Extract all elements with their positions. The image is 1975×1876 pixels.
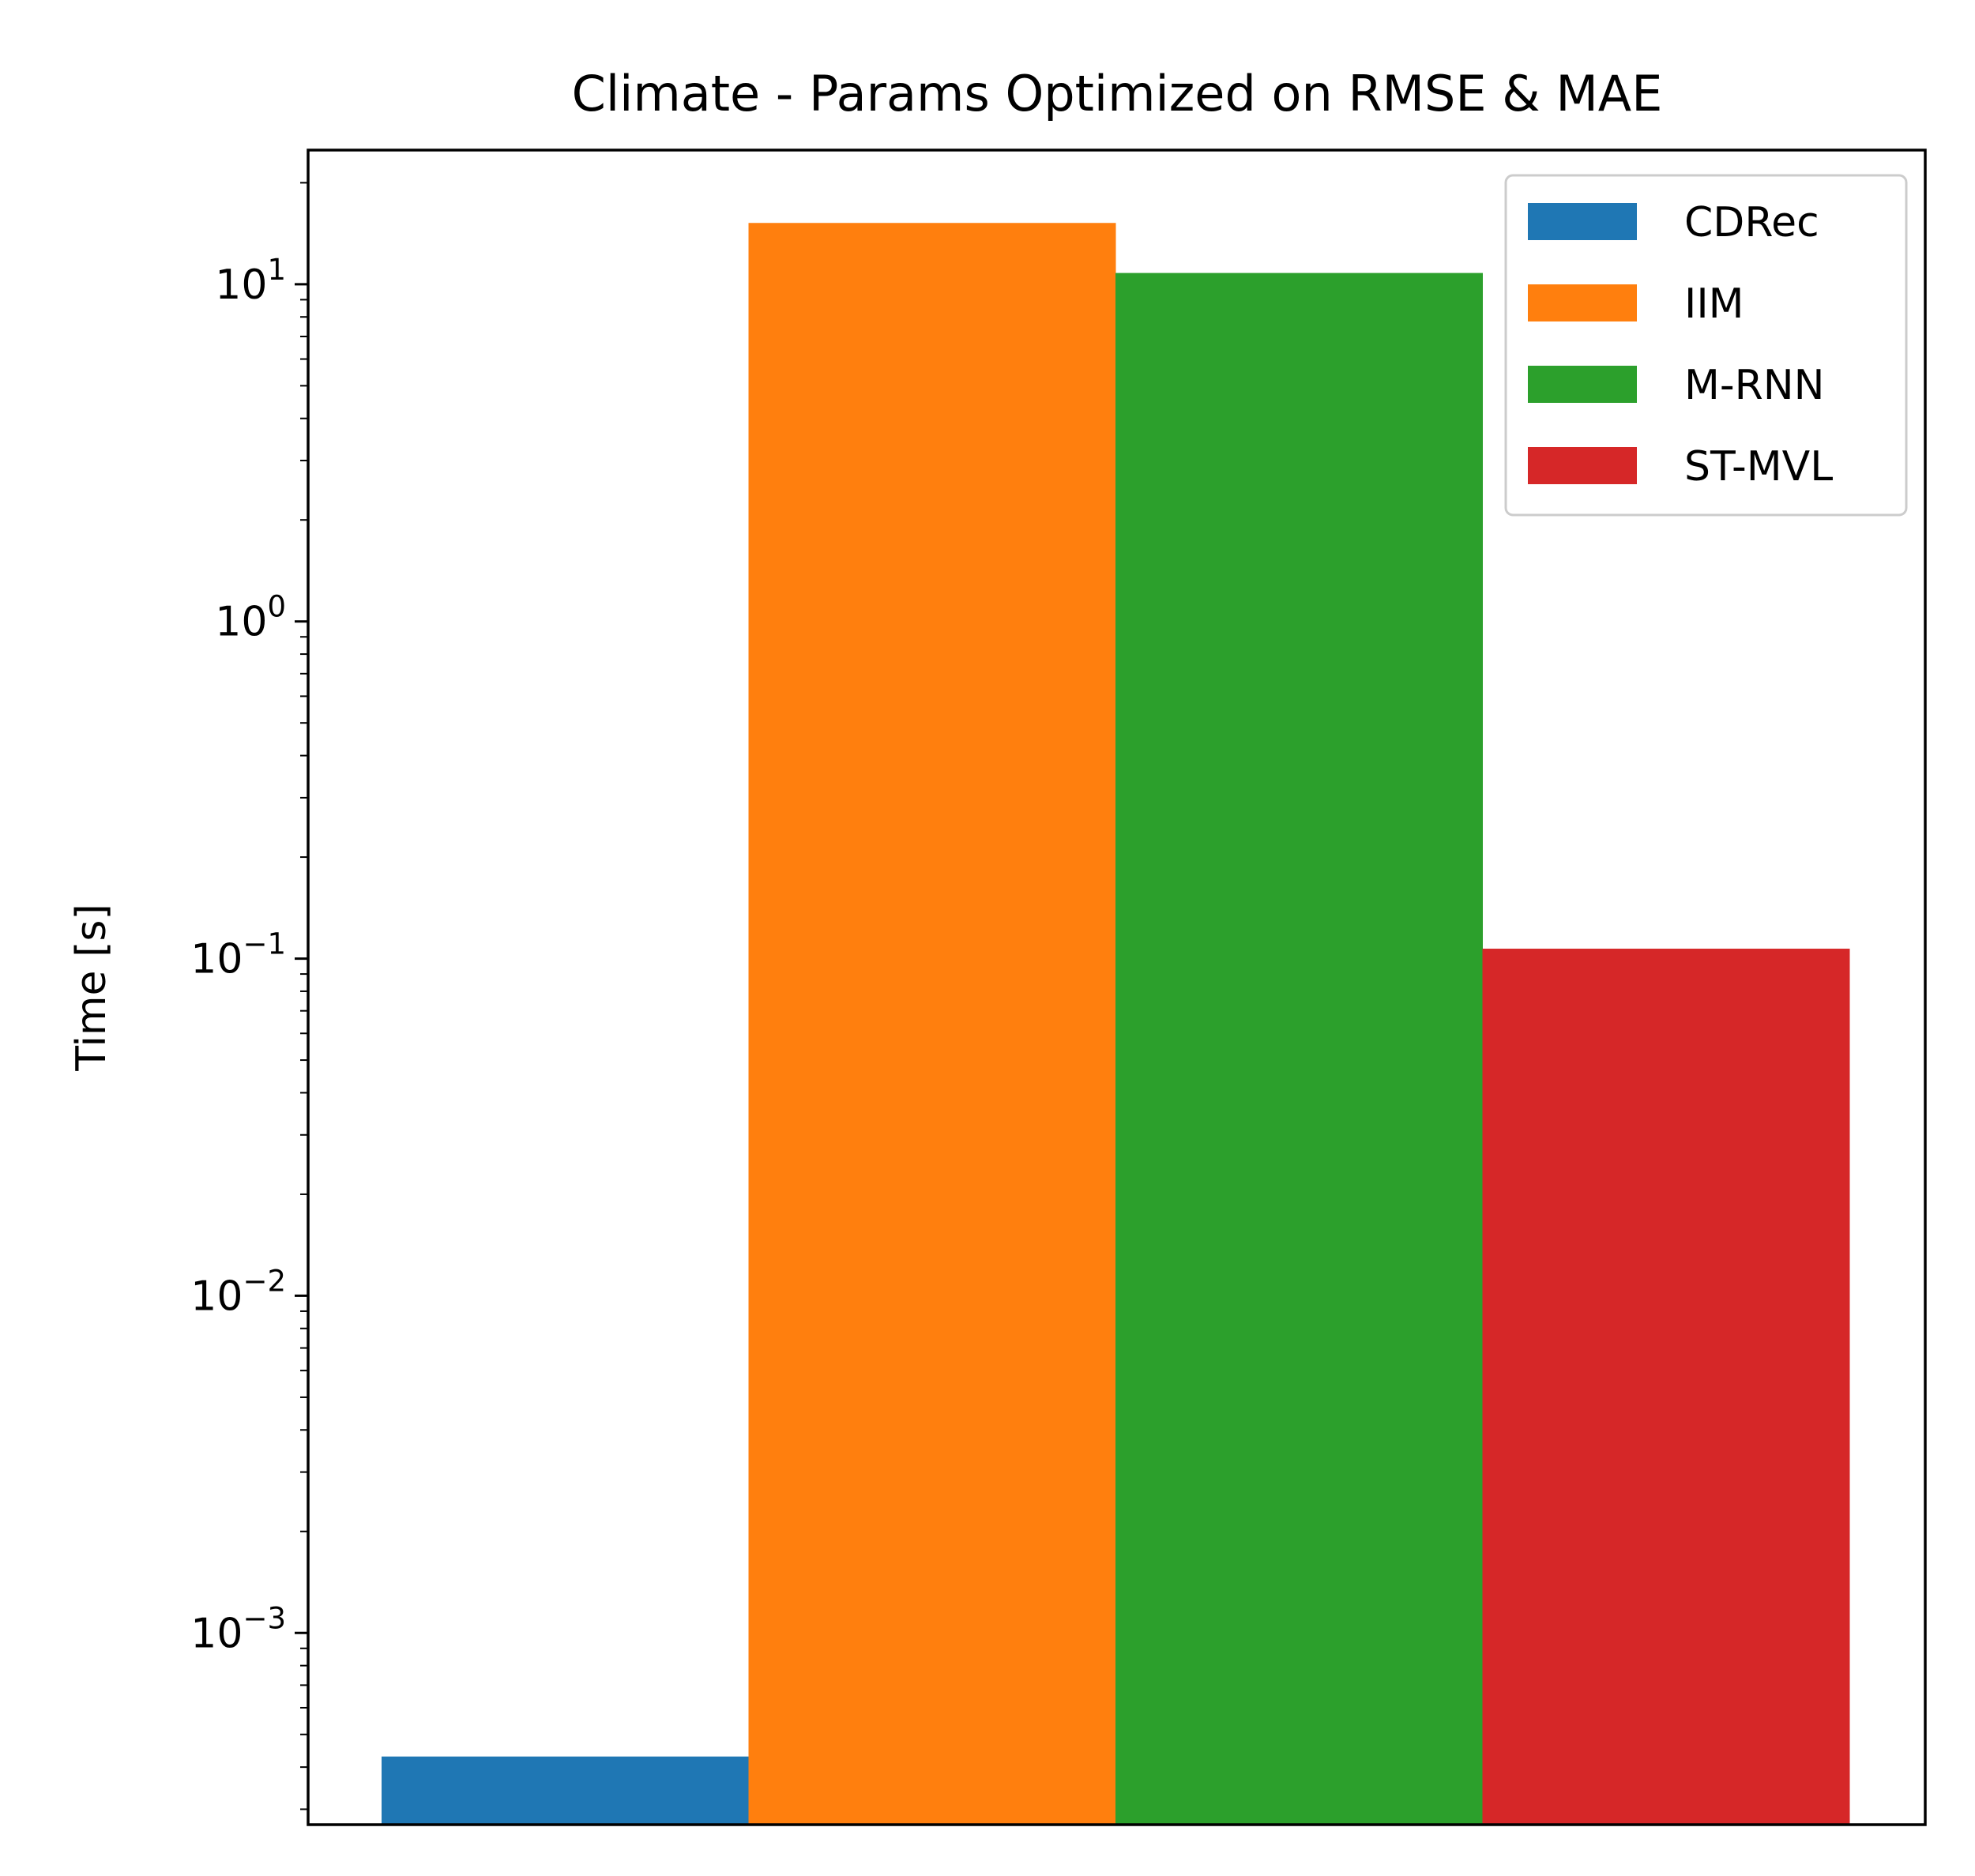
- legend-label: M-RNN: [1684, 362, 1825, 409]
- legend-swatch: [1528, 447, 1637, 484]
- chart-title: Climate - Params Optimized on RMSE & MAE: [572, 65, 1663, 122]
- legend-label: CDRec: [1684, 199, 1819, 246]
- legend-frame: [1504, 174, 1908, 517]
- plot-frame: [307, 149, 1927, 1826]
- y-axis-label: Time [s]: [68, 904, 115, 1071]
- legend-label: ST-MVL: [1684, 443, 1833, 491]
- legend: CDRec IIM M-RNN ST-MVL: [1504, 174, 1908, 517]
- y-tick-label: 10−3: [190, 1601, 286, 1657]
- bar-iim: [748, 223, 1116, 1825]
- legend-swatch: [1528, 366, 1637, 403]
- bar-m-rnn: [1115, 273, 1483, 1825]
- y-tick-label: 10−1: [190, 927, 286, 983]
- y-axis-ticks: 10−3 10−2 10−1 100 101: [190, 182, 308, 1810]
- bar-cdrec: [382, 1756, 749, 1825]
- legend-label: IIM: [1684, 280, 1744, 328]
- y-tick-label: 100: [215, 590, 286, 646]
- legend-swatch: [1528, 203, 1637, 240]
- legend-swatch: [1528, 284, 1637, 321]
- y-tick-label: 10−2: [190, 1264, 286, 1320]
- bar-st-mvl: [1482, 949, 1850, 1825]
- bars: [382, 223, 1850, 1825]
- y-tick-label: 101: [215, 253, 286, 309]
